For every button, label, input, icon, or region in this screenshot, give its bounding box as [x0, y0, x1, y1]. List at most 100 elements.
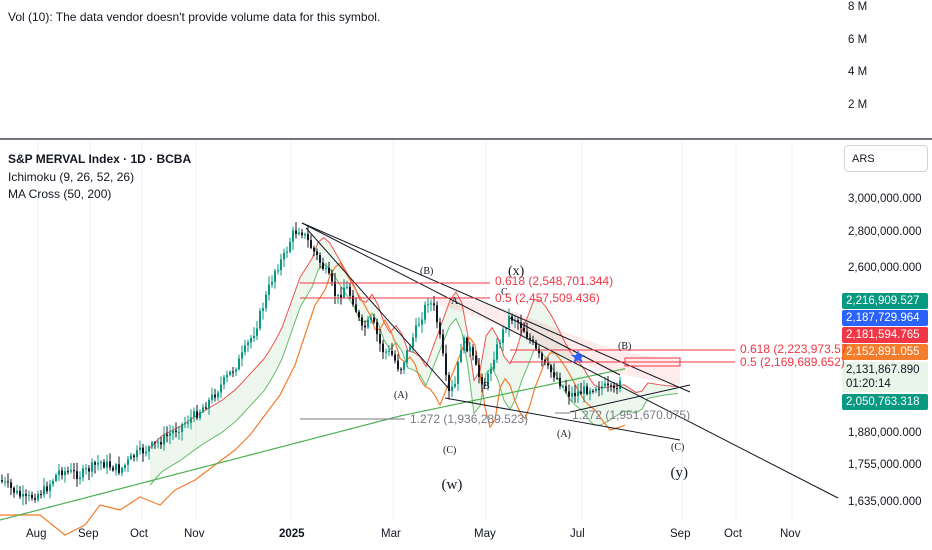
fib-level-label: 1.272 (1,951,670.075) — [572, 408, 691, 422]
candle-body — [265, 294, 267, 309]
volume-tick: 8 M — [848, 1, 868, 13]
price-tick-label: 1,755,000.000 — [848, 459, 922, 471]
candle-body — [109, 461, 111, 468]
candle-body — [418, 324, 420, 326]
candle-body — [574, 392, 576, 397]
candle-body — [511, 316, 513, 321]
candle-body — [508, 316, 510, 328]
candle-body — [349, 286, 351, 296]
candle-body — [370, 317, 372, 320]
candle-body — [340, 294, 342, 298]
candle-body — [328, 267, 330, 274]
candle-body — [49, 484, 51, 492]
candle-body — [94, 462, 96, 465]
senkou-span-a — [149, 237, 679, 449]
ma-50-line — [0, 262, 626, 536]
candle-body — [55, 474, 57, 481]
time-tick-label: Sep — [670, 528, 691, 540]
candle-body — [619, 380, 621, 390]
candle-body — [541, 353, 543, 360]
candle-body — [346, 286, 348, 288]
candle-body — [403, 362, 405, 370]
candle-body — [409, 347, 411, 351]
candle-body — [244, 345, 246, 353]
candle-body — [238, 358, 240, 370]
candle-body — [466, 337, 468, 352]
candle-body — [532, 339, 534, 343]
time-tick-label: 2025 — [279, 528, 305, 540]
candle-body — [67, 471, 69, 473]
currency-button[interactable]: ARS — [844, 145, 928, 172]
candle-body — [241, 352, 243, 359]
candle-body — [127, 459, 129, 465]
candle-body — [316, 251, 318, 255]
candle-body — [256, 328, 258, 336]
candle-body — [496, 344, 498, 360]
price-badge: 2,131,867.890 — [842, 362, 928, 378]
candle-body — [271, 281, 273, 285]
candle-body — [292, 230, 294, 242]
kumo-fill — [150, 237, 678, 486]
trend-line — [305, 227, 451, 391]
candle-body — [268, 284, 270, 295]
candle-body — [382, 343, 384, 353]
candle-body — [310, 240, 312, 248]
candle-body — [289, 241, 291, 252]
candle-body — [361, 317, 363, 326]
candle-body — [343, 287, 345, 298]
candle-body — [208, 399, 210, 409]
candle-body — [247, 342, 249, 346]
candle-body — [547, 363, 549, 366]
volume-tick: 4 M — [848, 66, 868, 78]
candle-body — [355, 304, 357, 312]
price-tick-label: 2,600,000.000 — [848, 262, 922, 274]
candle-body — [400, 369, 402, 371]
legend-title[interactable]: S&P MERVAL Index · 1D · BCBA — [8, 152, 192, 166]
candle-body — [28, 494, 30, 496]
time-tick-label: Oct — [130, 528, 148, 540]
price-badge: 2,187,729.964 — [842, 310, 928, 326]
candle-body — [253, 335, 255, 338]
time-tick-label: May — [474, 528, 496, 540]
candle-body — [331, 273, 333, 282]
volume-notice: Vol (10): The data vendor doesn't provid… — [8, 10, 381, 24]
candle-body — [160, 442, 162, 445]
candle-body — [184, 423, 186, 425]
candle-body — [433, 303, 435, 306]
candle-body — [223, 377, 225, 385]
candle-body — [19, 490, 21, 497]
candle-body — [517, 320, 519, 323]
candle-body — [190, 417, 192, 423]
candle-body — [16, 490, 18, 493]
candle-body — [325, 267, 327, 270]
star-marker — [571, 350, 585, 363]
candle-body — [589, 390, 591, 395]
candle-body — [172, 430, 174, 434]
candle-body — [415, 325, 417, 338]
candle-body — [13, 487, 15, 493]
candle-body — [85, 468, 87, 470]
candle-body — [448, 375, 450, 392]
legend-ma-cross[interactable]: MA Cross (50, 200) — [8, 187, 112, 201]
candle-body — [478, 364, 480, 377]
volume-tick: 6 M — [848, 34, 868, 46]
candle-body — [235, 369, 237, 372]
time-tick-label: Mar — [381, 528, 401, 540]
candle-body — [40, 493, 42, 495]
fib-level-label: 0.5 (2,169,689.652) — [740, 355, 845, 369]
wave-label: (B) — [618, 341, 632, 352]
candle-body — [88, 468, 90, 472]
candle-body — [142, 447, 144, 454]
trend-line — [569, 384, 691, 413]
candle-body — [7, 481, 9, 483]
candle-body — [586, 386, 588, 395]
legend-ichimoku[interactable]: Ichimoku (9, 26, 52, 26) — [8, 170, 135, 184]
candle-body — [601, 386, 603, 389]
candle-body — [262, 308, 264, 311]
price-tick-label: 3,000,000.000 — [848, 193, 922, 205]
candle-body — [211, 394, 213, 400]
candle-body — [229, 371, 231, 375]
candle-body — [301, 232, 303, 236]
candle-body — [25, 493, 27, 496]
